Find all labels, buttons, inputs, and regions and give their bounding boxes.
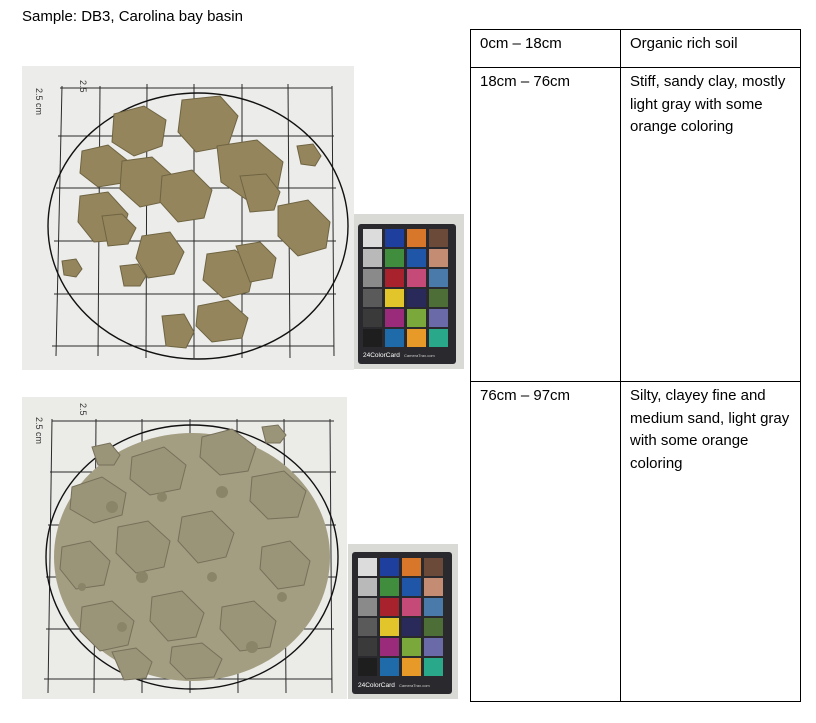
grid-label-upper-a: 2.5	[78, 80, 88, 93]
soil-photo-lower: 2.5 2.5 cm	[22, 397, 347, 699]
color-card-lower-label: 24ColorCard	[358, 682, 395, 689]
color-card-lower-brand: CameraTrax.com	[399, 683, 430, 688]
sample-title: Sample: DB3, Carolina bay basin	[22, 8, 243, 25]
layer-depth: 76cm – 97cm	[470, 381, 621, 702]
grid-label-upper-b: 2.5 cm	[34, 88, 44, 115]
layer-description: Silty, clayey fine and medium sand, ligh…	[620, 381, 801, 702]
table-row: 76cm – 97cm Silty, clayey fine and mediu…	[470, 381, 801, 702]
color-card-upper-brand: CameraTrax.com	[404, 353, 435, 358]
color-card-upper: 24ColorCard CameraTrax.com	[354, 214, 464, 369]
grid-label-lower-b: 2.5 cm	[34, 417, 44, 444]
layer-depth: 18cm – 76cm	[470, 67, 621, 382]
soil-layer-table: 0cm – 18cm Organic rich soil 18cm – 76cm…	[470, 29, 801, 702]
table-row: 0cm – 18cm Organic rich soil	[470, 29, 801, 68]
layer-depth: 0cm – 18cm	[470, 29, 621, 68]
layer-description: Stiff, sandy clay, mostly light gray wit…	[620, 67, 801, 382]
table-row: 18cm – 76cm Stiff, sandy clay, mostly li…	[470, 67, 801, 382]
soil-photo-upper: 2.5 2.5 cm	[22, 66, 354, 370]
layer-description: Organic rich soil	[620, 29, 801, 68]
grid-label-lower-a: 2.5	[78, 403, 88, 416]
color-card-lower: 24ColorCard CameraTrax.com	[348, 544, 458, 699]
color-card-upper-label: 24ColorCard	[363, 352, 400, 359]
